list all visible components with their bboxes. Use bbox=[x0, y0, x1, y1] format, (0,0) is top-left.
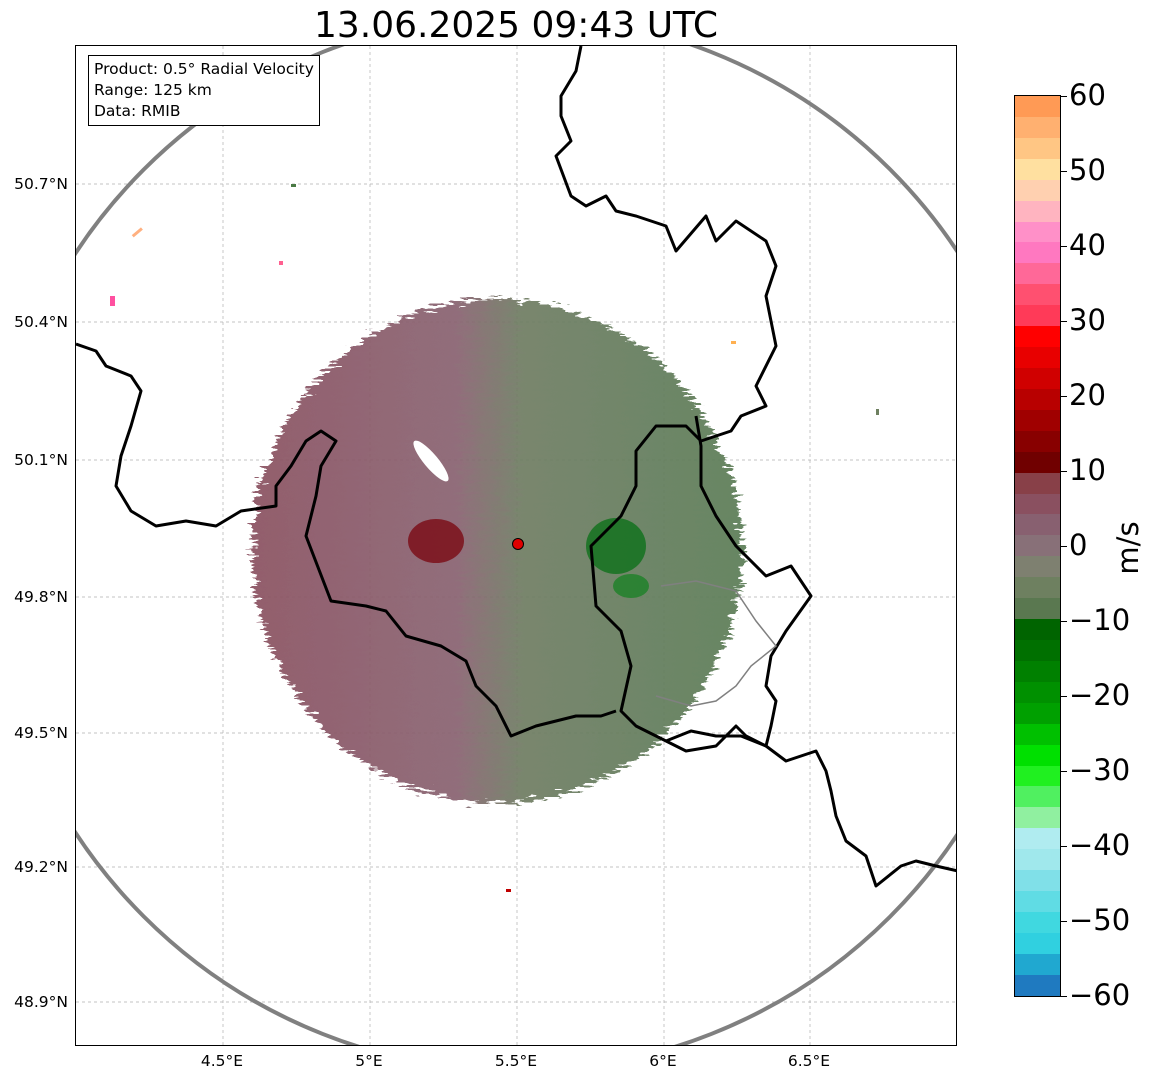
colorbar-tick-label: 0 bbox=[1069, 528, 1088, 562]
lon-label: 5.5°E bbox=[494, 1052, 538, 1070]
colorbar-segment bbox=[1015, 326, 1060, 348]
colorbar-segment bbox=[1015, 723, 1060, 745]
lat-label: 49.8°N bbox=[14, 588, 68, 606]
colorbar-segment bbox=[1015, 891, 1060, 912]
colorbar bbox=[1014, 95, 1061, 997]
velocity-cores bbox=[408, 440, 649, 598]
colorbar-segment bbox=[1015, 221, 1060, 243]
colorbar-segment bbox=[1015, 96, 1060, 117]
colorbar-tick-label: −40 bbox=[1069, 828, 1131, 862]
lat-label: 50.4°N bbox=[14, 313, 68, 331]
colorbar-tick bbox=[1061, 396, 1067, 397]
colorbar-segment bbox=[1015, 556, 1060, 578]
lon-label: 6°E bbox=[649, 1052, 677, 1070]
colorbar-segment bbox=[1015, 681, 1060, 703]
colorbar-segment bbox=[1015, 367, 1060, 389]
colorbar-tick bbox=[1061, 846, 1067, 847]
info-data-source: Data: RMIB bbox=[94, 102, 181, 120]
lon-label: 4.5°E bbox=[200, 1052, 244, 1070]
info-range: Range: 125 km bbox=[94, 81, 212, 99]
colorbar-segment bbox=[1015, 137, 1060, 159]
info-box: Product: 0.5° Radial Velocity Range: 125… bbox=[88, 55, 320, 126]
colorbar-segment bbox=[1015, 305, 1060, 327]
map-canvas bbox=[76, 46, 956, 1045]
radar-site-marker[interactable] bbox=[512, 538, 524, 550]
colorbar-segment bbox=[1015, 388, 1060, 410]
colorbar-tick bbox=[1061, 621, 1067, 622]
lon-label: 5°E bbox=[355, 1052, 383, 1070]
colorbar-segment bbox=[1015, 284, 1060, 306]
colorbar-segment bbox=[1015, 828, 1060, 850]
colorbar-tick-label: 40 bbox=[1069, 228, 1106, 262]
lat-label: 49.2°N bbox=[14, 858, 68, 876]
colorbar-tick-label: 30 bbox=[1069, 303, 1106, 337]
colorbar-segment bbox=[1015, 514, 1060, 536]
lat-label: 50.1°N bbox=[14, 451, 68, 469]
colorbar-segment bbox=[1015, 702, 1060, 724]
colorbar-segment bbox=[1015, 953, 1060, 975]
colorbar-segment bbox=[1015, 451, 1060, 473]
colorbar-tick bbox=[1061, 96, 1067, 97]
colorbar-segment bbox=[1015, 577, 1060, 599]
colorbar-tick bbox=[1061, 171, 1067, 172]
colorbar-tick-label: −20 bbox=[1069, 678, 1131, 712]
colorbar-segment bbox=[1015, 535, 1060, 557]
clutter-echoes bbox=[110, 184, 879, 892]
velocity-echo bbox=[252, 299, 742, 803]
colorbar-segment bbox=[1015, 974, 1060, 996]
colorbar-tick-label: 60 bbox=[1069, 78, 1106, 112]
colorbar-segment bbox=[1015, 660, 1060, 682]
info-product: Product: 0.5° Radial Velocity bbox=[94, 60, 314, 78]
colorbar-tick bbox=[1061, 771, 1067, 772]
colorbar-tick-label: 50 bbox=[1069, 153, 1106, 187]
colorbar-segment bbox=[1015, 472, 1060, 494]
colorbar-tick-label: −60 bbox=[1069, 978, 1131, 1012]
lat-label: 48.9°N bbox=[14, 993, 68, 1011]
colorbar-tick-label: 10 bbox=[1069, 453, 1106, 487]
colorbar-segment bbox=[1015, 911, 1060, 933]
colorbar-segment bbox=[1015, 932, 1060, 954]
colorbar-segment bbox=[1015, 263, 1060, 285]
colorbar-tick-label: −10 bbox=[1069, 603, 1131, 637]
colorbar-tick bbox=[1061, 696, 1067, 697]
colorbar-segment bbox=[1015, 744, 1060, 766]
colorbar-segment bbox=[1015, 179, 1060, 201]
colorbar-segment bbox=[1015, 493, 1060, 515]
colorbar-segment bbox=[1015, 347, 1060, 368]
map-title: 13.06.2025 09:43 UTC bbox=[313, 5, 719, 46]
colorbar-units-label: m/s bbox=[1111, 521, 1145, 575]
colorbar-segment bbox=[1015, 598, 1060, 620]
colorbar-segment bbox=[1015, 765, 1060, 787]
radar-map[interactable] bbox=[75, 45, 957, 1046]
province-borders bbox=[655, 580, 778, 707]
colorbar-tick-label: −50 bbox=[1069, 903, 1131, 937]
colorbar-tick-label: −30 bbox=[1069, 753, 1131, 787]
lat-label: 50.7°N bbox=[14, 175, 68, 193]
colorbar-tick bbox=[1061, 996, 1067, 997]
colorbar-segment bbox=[1015, 807, 1060, 829]
colorbar-segment bbox=[1015, 409, 1060, 431]
lat-label: 49.5°N bbox=[14, 724, 68, 742]
colorbar-tick bbox=[1061, 471, 1067, 472]
colorbar-segment bbox=[1015, 158, 1060, 180]
colorbar-segment bbox=[1015, 849, 1060, 871]
colorbar-tick bbox=[1061, 246, 1067, 247]
colorbar-segment bbox=[1015, 619, 1060, 640]
colorbar-segment bbox=[1015, 639, 1060, 661]
colorbar-tick bbox=[1061, 546, 1067, 547]
colorbar-tick bbox=[1061, 321, 1067, 322]
colorbar-segment bbox=[1015, 242, 1060, 264]
lon-label: 6.5°E bbox=[787, 1052, 831, 1070]
colorbar-segment bbox=[1015, 430, 1060, 452]
colorbar-segment bbox=[1015, 786, 1060, 808]
colorbar-segment bbox=[1015, 200, 1060, 222]
country-borders bbox=[76, 46, 956, 888]
colorbar-segment bbox=[1015, 870, 1060, 892]
colorbar-segment bbox=[1015, 116, 1060, 138]
colorbar-tick-label: 20 bbox=[1069, 378, 1106, 412]
colorbar-tick bbox=[1061, 921, 1067, 922]
